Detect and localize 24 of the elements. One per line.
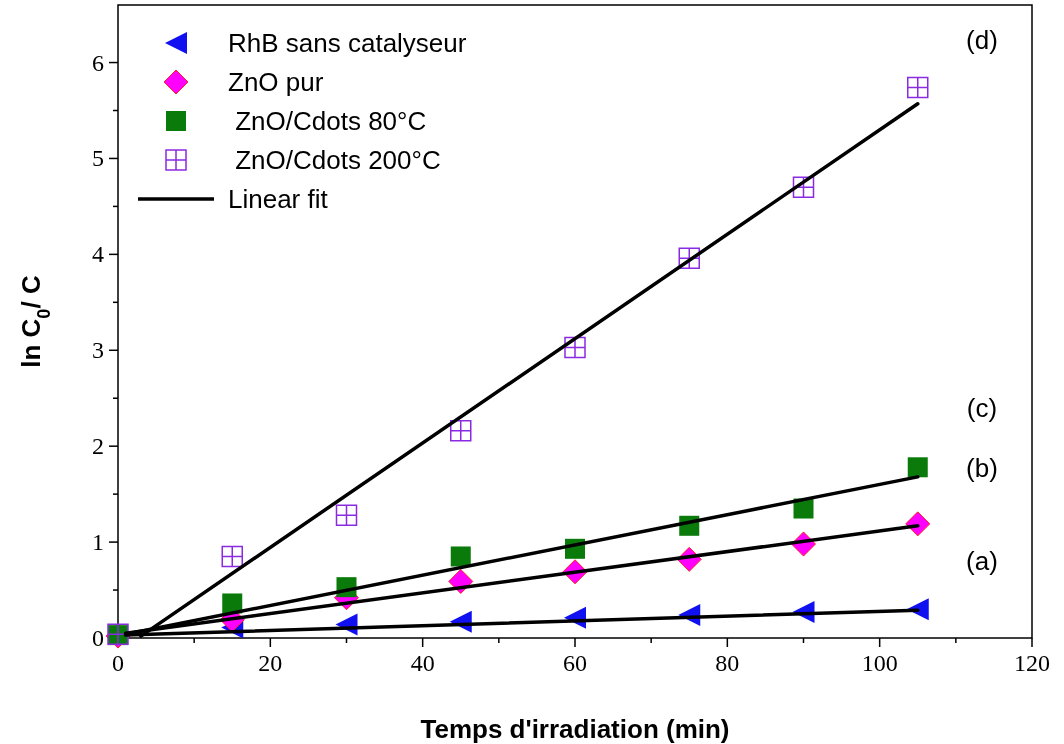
legend-label: RhB sans catalyseur: [228, 28, 467, 58]
annotation: (c): [966, 393, 998, 423]
x-tick-label: 0: [112, 650, 124, 676]
legend-label: ZnO/Cdots 200°C: [228, 145, 441, 175]
y-tick-label: 6: [92, 49, 104, 76]
annotation: (b): [966, 453, 998, 483]
legend-label: ZnO/Cdots 80°C: [228, 106, 427, 136]
annotation: (d): [966, 25, 998, 55]
annotation: (a): [966, 546, 998, 576]
x-tick-label: 80: [715, 650, 740, 676]
x-tick-label: 20: [258, 650, 283, 676]
x-tick-label: 120: [1014, 650, 1050, 676]
x-tick-label: 40: [410, 650, 435, 676]
y-tick-label: 3: [92, 337, 104, 364]
y-tick-label: 0: [92, 625, 104, 651]
y-tick-label: 5: [92, 145, 104, 172]
x-axis-title: Temps d'irradiation (min): [420, 714, 730, 744]
legend-label: ZnO pur: [228, 67, 324, 97]
y-tick-label: 4: [92, 241, 104, 268]
y-tick-label: 2: [92, 433, 104, 460]
x-tick-label: 100: [861, 650, 898, 676]
y-tick-label: 1: [92, 529, 104, 556]
legend-label: Linear fit: [228, 184, 329, 214]
x-tick-label: 60: [563, 650, 587, 676]
